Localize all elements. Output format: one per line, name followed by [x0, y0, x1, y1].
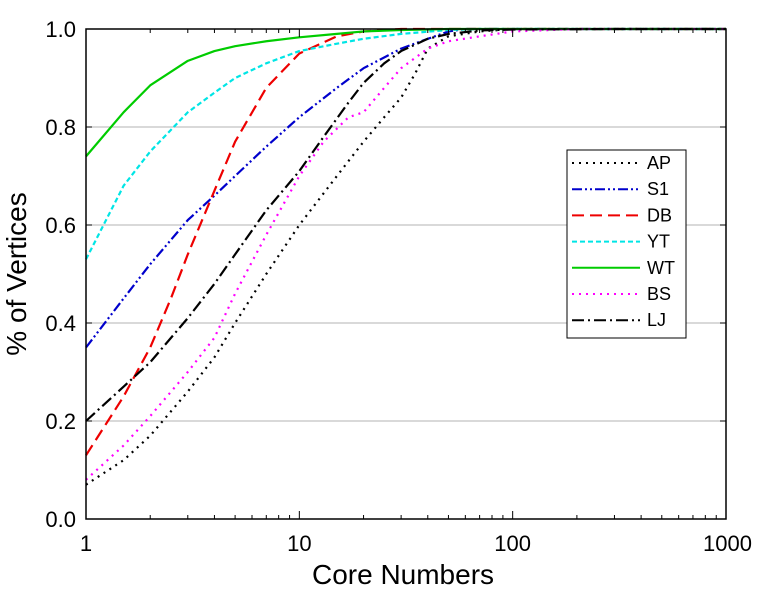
y-tick-label: 0.8	[45, 115, 76, 140]
legend-box	[566, 149, 687, 339]
series-line-s1	[85, 27, 726, 349]
legend: AP S1 DB YT WT BS LJ	[566, 149, 687, 339]
x-tick-label: 1	[80, 531, 92, 556]
y-tick-label: 0.4	[45, 311, 76, 336]
y-tick-label: 0.2	[45, 409, 76, 434]
legend-label-wt: WT	[647, 258, 675, 278]
plot-frame	[85, 28, 727, 520]
legend-label-ap: AP	[647, 153, 671, 173]
y-tick-label: 0.6	[45, 213, 76, 238]
legend-label-db: DB	[647, 205, 672, 225]
legend-label-s1: S1	[647, 179, 669, 199]
tick-layer: 0.0 0.2 0.4 0.6 0.8 1.0 1 10 100 1000	[45, 17, 752, 556]
y-axis-title: % of Vertices	[1, 192, 32, 355]
x-tick-label: 1000	[703, 531, 752, 556]
x-tick-label: 100	[494, 531, 531, 556]
y-tick-label: 0.0	[45, 507, 76, 532]
legend-label-lj: LJ	[647, 310, 666, 330]
x-axis-title: Core Numbers	[312, 559, 494, 590]
series-line-yt	[85, 27, 726, 260]
y-tick-label: 1.0	[45, 17, 76, 42]
series-line-bs	[85, 27, 726, 481]
legend-label-bs: BS	[647, 284, 671, 304]
x-tick-label: 10	[287, 531, 311, 556]
legend-entries: AP S1 DB YT WT BS LJ	[572, 153, 675, 330]
legend-label-yt: YT	[647, 232, 670, 252]
